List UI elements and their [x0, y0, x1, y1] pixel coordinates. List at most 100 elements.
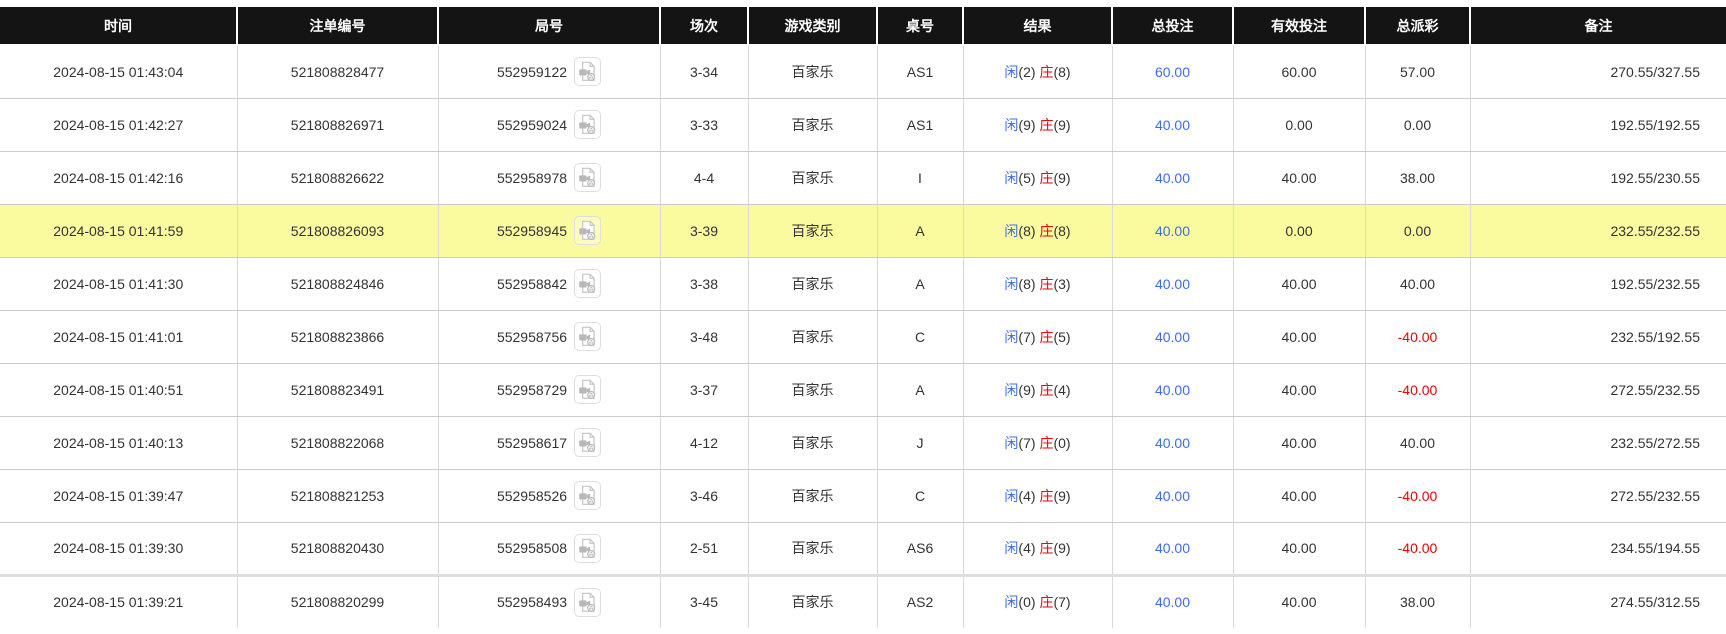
payout-value: 0.00	[1403, 116, 1432, 133]
video-replay-button[interactable]	[574, 163, 602, 192]
video-file-icon	[579, 61, 596, 82]
cell-round_no: 552958842	[437, 257, 660, 311]
cell-time: 2024-08-15 01:41:01	[0, 310, 237, 364]
round-number: 552958842	[496, 275, 568, 292]
total-bet-link[interactable]: 40.00	[1154, 116, 1191, 133]
cell-total_bet: 60.00	[1111, 45, 1233, 99]
result-banker-value: (3)	[1053, 275, 1071, 292]
cell-table_no: AS1	[876, 98, 963, 152]
video-replay-button[interactable]	[574, 428, 602, 457]
video-replay-button[interactable]	[574, 216, 602, 245]
payout-value: 0.00	[1403, 222, 1432, 239]
cell-valid_bet: 0.00	[1232, 204, 1365, 258]
cell-remark: 274.55/312.55	[1469, 573, 1726, 628]
column-header-time: 时间	[0, 7, 237, 46]
video-file-icon	[579, 326, 596, 346]
cell-game_type: 百家乐	[747, 45, 877, 99]
result-banker-label: 庄	[1039, 540, 1054, 556]
cell-time: 2024-08-15 01:39:30	[0, 522, 237, 576]
video-replay-button[interactable]	[574, 533, 602, 563]
cell-valid_bet: 40.00	[1232, 310, 1365, 364]
video-replay-button[interactable]	[574, 587, 602, 617]
cell-table_no: J	[876, 416, 963, 470]
cell-session: 3-39	[659, 204, 748, 258]
cell-bet_id: 521808823491	[236, 363, 438, 417]
cell-session: 3-46	[659, 469, 748, 523]
cell-payout: 40.00	[1364, 257, 1470, 311]
cell-valid_bet: 40.00	[1232, 257, 1365, 311]
table-row: 2024-08-15 01:41:30 521808824846 552958842…	[0, 257, 1726, 311]
cell-result: 闲(0) 庄(7)	[962, 573, 1112, 628]
video-replay-button[interactable]	[574, 57, 602, 87]
video-file-icon	[579, 114, 596, 134]
cell-payout: 40.00	[1364, 416, 1470, 470]
video-file-icon	[579, 432, 596, 452]
cell-round_no: 552958729	[437, 363, 660, 417]
cell-remark: 232.55/272.55	[1469, 416, 1726, 470]
cell-bet_id: 521808822068	[236, 416, 438, 470]
result-player-value: (4)	[1018, 487, 1036, 504]
cell-time: 2024-08-15 01:41:59	[0, 204, 237, 258]
cell-result: 闲(8) 庄(8)	[962, 204, 1112, 258]
total-bet-link[interactable]: 40.00	[1154, 328, 1191, 345]
cell-payout: 38.00	[1364, 573, 1470, 628]
result-banker-value: (9)	[1053, 540, 1071, 556]
cell-total_bet: 40.00	[1111, 469, 1233, 523]
round-number: 552958945	[496, 222, 568, 239]
payout-value: 38.00	[1399, 169, 1436, 186]
cell-payout: -40.00	[1364, 522, 1470, 576]
cell-session: 4-12	[659, 416, 748, 470]
result-player-label: 闲	[1004, 434, 1019, 451]
total-bet-link[interactable]: 40.00	[1154, 381, 1191, 398]
result-banker-label: 庄	[1039, 116, 1054, 133]
total-bet-link[interactable]: 40.00	[1154, 222, 1191, 239]
video-replay-button[interactable]	[574, 481, 602, 510]
cell-total_bet: 40.00	[1111, 310, 1233, 364]
round-number: 552958978	[496, 169, 568, 186]
cell-bet_id: 521808828477	[236, 45, 438, 99]
cell-bet_id: 521808824846	[236, 257, 438, 311]
round-cell: 552958729	[497, 375, 602, 404]
cell-session: 4-4	[659, 151, 748, 205]
column-header-payout: 总派彩	[1364, 7, 1470, 46]
table-row: 2024-08-15 01:41:01 521808823866 552958756…	[0, 310, 1726, 364]
video-file-icon	[579, 538, 596, 558]
total-bet-link[interactable]: 40.00	[1154, 275, 1191, 292]
table-row: 2024-08-15 01:42:16 521808826622 552958978…	[0, 151, 1726, 205]
video-replay-button[interactable]	[574, 110, 602, 139]
cell-payout: -40.00	[1364, 310, 1470, 364]
result-banker-value: (9)	[1053, 169, 1071, 186]
result-player-value: (4)	[1018, 540, 1036, 556]
video-replay-button[interactable]	[574, 269, 602, 298]
video-file-icon	[579, 167, 596, 187]
cell-payout: 0.00	[1364, 98, 1470, 152]
total-bet-link[interactable]: 40.00	[1154, 487, 1191, 504]
payout-value: 40.00	[1399, 275, 1436, 292]
cell-session: 3-45	[659, 573, 748, 628]
cell-table_no: AS6	[876, 522, 963, 576]
cell-table_no: I	[876, 151, 963, 205]
cell-time: 2024-08-15 01:43:04	[0, 45, 237, 99]
result-banker-label: 庄	[1039, 275, 1054, 292]
result-banker-label: 庄	[1039, 222, 1054, 239]
cell-table_no: A	[876, 363, 963, 417]
cell-round_no: 552958978	[437, 151, 660, 205]
cell-game_type: 百家乐	[747, 98, 877, 152]
video-replay-button[interactable]	[574, 322, 602, 351]
bet-records-table: 时间 注单编号 局号 场次 游戏类别 桌号 结果 总投注 有效投注 总派彩 备注 2024-08-1…	[0, 7, 1726, 628]
total-bet-link[interactable]: 40.00	[1154, 540, 1191, 556]
round-number: 552958756	[496, 328, 568, 345]
round-number: 552958508	[496, 540, 568, 556]
total-bet-link[interactable]: 40.00	[1154, 594, 1191, 611]
result-player-value: (2)	[1018, 63, 1036, 80]
total-bet-link[interactable]: 60.00	[1154, 63, 1191, 80]
cell-session: 2-51	[659, 522, 748, 576]
total-bet-link[interactable]: 40.00	[1154, 169, 1191, 186]
video-replay-button[interactable]	[574, 375, 602, 404]
result-banker-value: (8)	[1053, 63, 1071, 80]
total-bet-link[interactable]: 40.00	[1154, 434, 1191, 451]
round-cell: 552958945	[496, 216, 602, 245]
cell-remark: 232.55/192.55	[1469, 310, 1726, 364]
payout-value: 40.00	[1399, 434, 1436, 451]
cell-round_no: 552958945	[437, 204, 660, 258]
